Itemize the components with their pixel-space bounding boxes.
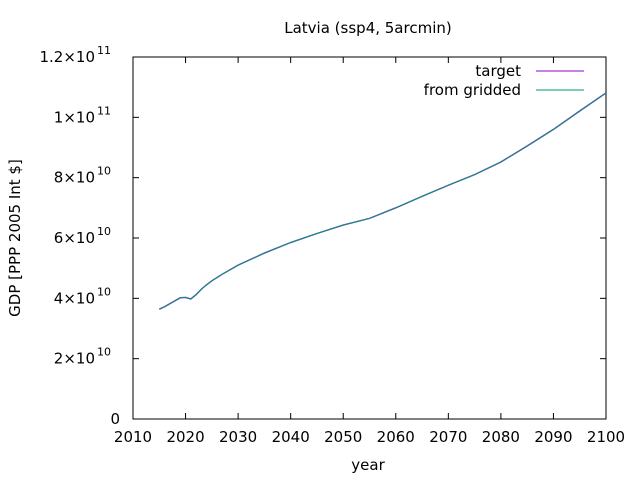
series-lines: [158, 92, 607, 310]
x-tick-label: 2100: [587, 428, 625, 446]
y-tick-label: 2×10: [54, 350, 95, 368]
y-tick-label: 1.2×10: [39, 48, 95, 66]
x-tick-label: 2020: [166, 428, 204, 446]
y-tick-label: 0: [110, 410, 120, 428]
series-line-from-gridded: [159, 92, 607, 310]
x-tick-label: 2010: [114, 428, 152, 446]
y-tick-exponent: 10: [97, 165, 111, 178]
y-tick-exponent: 11: [97, 104, 111, 117]
x-tick-label: 2080: [482, 428, 520, 446]
x-tick-label: 2040: [272, 428, 310, 446]
x-tick-label: 2050: [324, 428, 362, 446]
x-tick-label: 2030: [219, 428, 257, 446]
x-tick-label: 2090: [534, 428, 572, 446]
y-tick-exponent: 10: [97, 346, 111, 359]
y-tick-exponent: 10: [97, 285, 111, 298]
legend-label-from-gridded: from gridded: [424, 81, 521, 99]
y-axis-label: GDP [PPP 2005 Int $]: [6, 159, 24, 317]
chart-title: Latvia (ssp4, 5arcmin): [284, 19, 451, 37]
x-tick-label: 2060: [377, 428, 415, 446]
axis-ticks: 2010 2020 2030 2040 2050 2060 2070 2080 2090 2100…: [39, 44, 625, 446]
y-tick-exponent: 11: [97, 44, 111, 57]
y-tick-exponent: 10: [97, 225, 111, 238]
y-tick-label: 8×10: [54, 169, 95, 187]
legend-label-target: target: [475, 62, 521, 80]
plot-border: [132, 56, 607, 420]
y-tick-label: 1×10: [54, 108, 95, 126]
y-tick-label: 4×10: [54, 289, 95, 307]
x-axis-label: year: [351, 456, 385, 474]
y-tick-label: 6×10: [54, 229, 95, 247]
x-tick-label: 2070: [429, 428, 467, 446]
axes: [132, 56, 607, 420]
series-line-target: [158, 92, 607, 310]
